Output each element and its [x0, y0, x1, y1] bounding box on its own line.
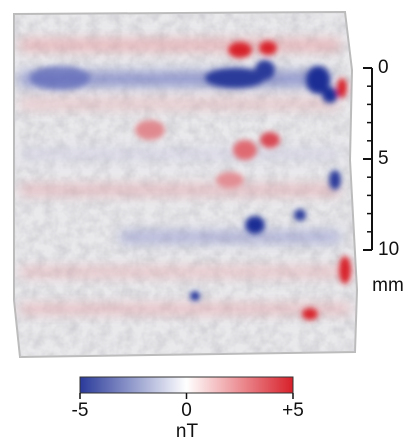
colorbar-label: 0 [181, 400, 192, 421]
scale-bar-unit: mm [372, 275, 404, 296]
colorbar-label: -5 [72, 400, 89, 421]
colorbar [79, 376, 294, 394]
colorbar-unit: nT [176, 421, 199, 442]
scale-bar-label: 10 [378, 239, 399, 260]
scale-bar-label: 5 [378, 148, 389, 169]
scale-bar-label: 0 [378, 57, 389, 78]
colorbar-label: +5 [282, 400, 304, 421]
sample-map [13, 10, 359, 359]
